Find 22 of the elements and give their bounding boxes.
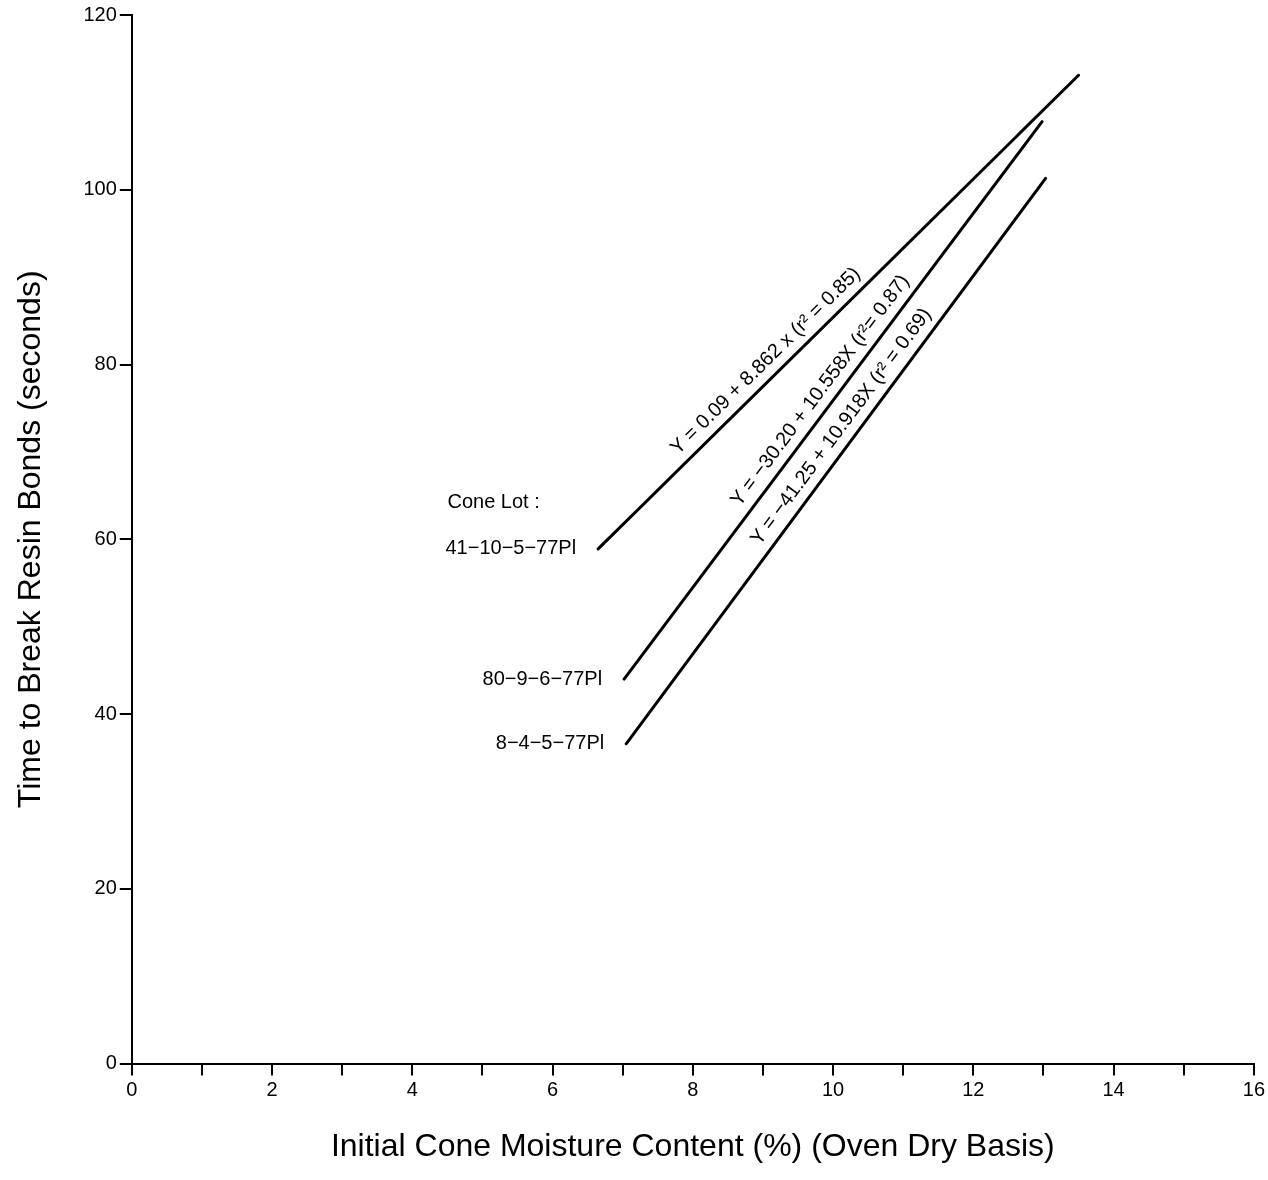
y-tick-label: 80 xyxy=(94,352,117,375)
x-tick-label: 14 xyxy=(1102,1078,1125,1101)
legend-title: Cone Lot : xyxy=(447,490,540,513)
series-label: 41−10−5−77Pl xyxy=(445,536,577,559)
x-axis-title: Initial Cone Moisture Content (%) (Oven Dry Basis) xyxy=(330,1126,1055,1163)
series-label: 80−9−6−77Pl xyxy=(482,666,603,689)
x-tick-label: 16 xyxy=(1242,1078,1265,1101)
x-tick-label: 0 xyxy=(126,1078,138,1101)
x-tick-label: 8 xyxy=(687,1078,699,1101)
x-tick-label: 12 xyxy=(962,1078,985,1101)
y-tick-label: 0 xyxy=(105,1051,117,1074)
x-tick-label: 10 xyxy=(821,1078,845,1101)
series-label: 8−4−5−77Pl xyxy=(495,731,605,754)
y-tick-label: 20 xyxy=(94,876,117,899)
y-axis-title: Time to Break Resin Bonds (seconds) xyxy=(11,270,48,809)
x-tick-label: 4 xyxy=(406,1078,418,1101)
x-tick-label: 2 xyxy=(266,1078,278,1101)
x-tick-label: 6 xyxy=(547,1078,559,1101)
y-tick-label: 100 xyxy=(83,177,117,200)
y-tick-label: 120 xyxy=(83,2,117,25)
y-tick-label: 40 xyxy=(94,701,117,724)
y-tick-label: 60 xyxy=(94,526,117,549)
